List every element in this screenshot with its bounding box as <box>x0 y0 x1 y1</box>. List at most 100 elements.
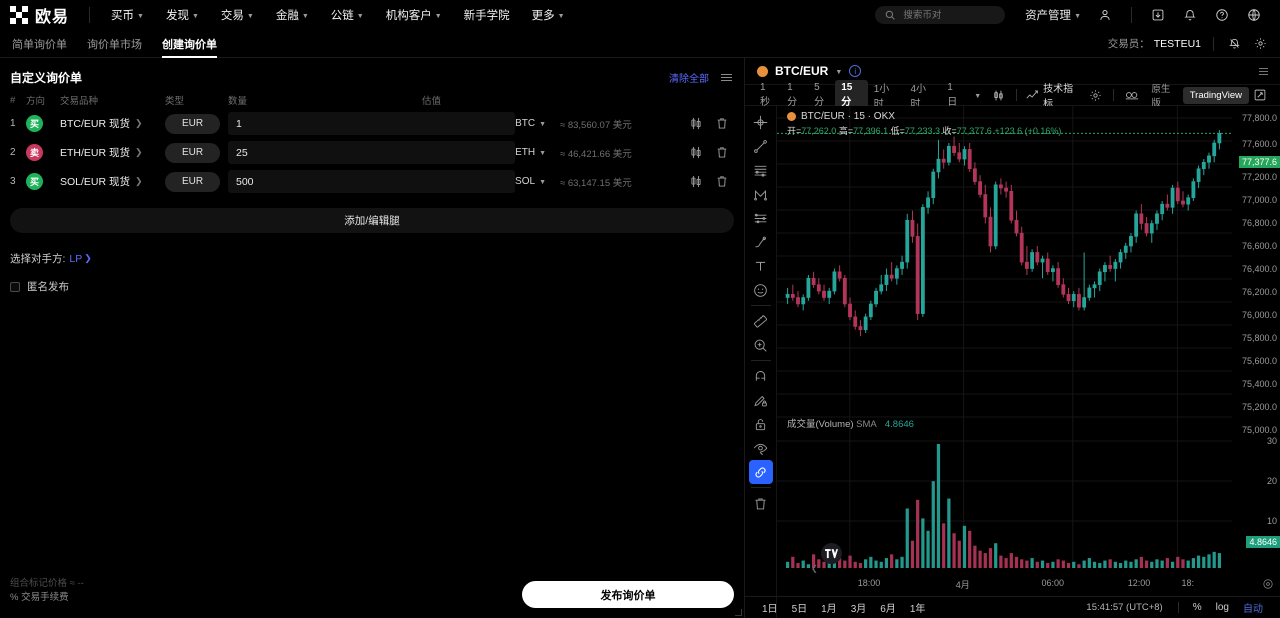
timeframe-15m[interactable]: 15分 <box>835 80 868 110</box>
anonymous-checkbox[interactable] <box>10 281 20 292</box>
menu-icon[interactable] <box>719 72 734 83</box>
publish-rfq-button[interactable]: 发布询价单 <box>522 581 734 608</box>
candlestick-chart-icon[interactable] <box>690 175 702 188</box>
counterparty-selector[interactable]: LP ❯ <box>69 253 91 265</box>
language-button[interactable] <box>1238 7 1270 23</box>
price-axis[interactable]: 77,800.0 77,600.0 77,377.6 77,200.0 77,0… <box>1232 106 1280 618</box>
direction-badge-sell[interactable]: 卖 <box>26 144 43 161</box>
scroll-left-icon[interactable]: ❮ <box>811 564 818 573</box>
row-direction[interactable]: 买 <box>26 115 60 132</box>
range-3mo[interactable]: 3月 <box>850 604 867 615</box>
chart-type-icon[interactable] <box>987 89 1010 102</box>
delete-row-icon[interactable] <box>716 117 728 130</box>
nav-item-chain[interactable]: 公链 ▼ <box>320 7 375 23</box>
magnet-icon[interactable] <box>749 364 773 388</box>
log-scale-button[interactable]: log <box>1215 602 1229 613</box>
table-row[interactable]: 2 卖 ETH/EUR 现货 ❯ EUR ETH <box>10 138 734 167</box>
quantity-input[interactable] <box>234 145 510 160</box>
quantity-input[interactable] <box>234 174 510 189</box>
nav-item-finance[interactable]: 金融 ▼ <box>265 7 320 23</box>
text-icon[interactable] <box>749 254 773 278</box>
price-axis-settings-icon[interactable] <box>1262 578 1274 590</box>
user-account-button[interactable] <box>1089 7 1121 23</box>
row-symbol-selector[interactable]: SOL/EUR 现货 ❯ <box>60 174 165 189</box>
eye-hide-icon[interactable] <box>749 436 773 460</box>
row-direction[interactable]: 买 <box>26 173 60 190</box>
type-pill[interactable]: EUR <box>165 171 220 192</box>
row-unit-selector[interactable]: ETH ▼ <box>515 147 554 158</box>
direction-badge-buy[interactable]: 买 <box>26 173 43 190</box>
row-quantity-field[interactable] <box>228 112 516 135</box>
type-pill[interactable]: EUR <box>165 142 220 163</box>
delete-row-icon[interactable] <box>716 175 728 188</box>
range-5d[interactable]: 5日 <box>791 604 808 615</box>
table-row[interactable]: 1 买 BTC/EUR 现货 ❯ EUR BTC <box>10 109 734 138</box>
trendline-icon[interactable] <box>749 134 773 158</box>
ruler-icon[interactable] <box>749 309 773 333</box>
chevron-down-icon[interactable]: ▼ <box>835 68 843 76</box>
direction-badge-buy[interactable]: 买 <box>26 115 43 132</box>
nav-item-institutional[interactable]: 机构客户 ▼ <box>375 7 453 23</box>
resize-handle[interactable] <box>735 609 742 616</box>
brand-logo[interactable]: 欧易 <box>10 3 79 27</box>
candlestick-chart-icon[interactable] <box>690 146 702 159</box>
type-pill[interactable]: EUR <box>165 113 220 134</box>
trash-icon[interactable] <box>749 491 773 515</box>
notifications-button[interactable] <box>1174 7 1206 23</box>
chart-panel-menu-icon[interactable] <box>1259 67 1268 75</box>
chart-settings-icon[interactable] <box>1084 89 1107 102</box>
row-type[interactable]: EUR <box>165 171 228 192</box>
link-icon[interactable] <box>748 460 773 484</box>
table-row[interactable]: 3 买 SOL/EUR 现货 ❯ EUR SOL <box>10 167 734 196</box>
brush-icon[interactable] <box>749 230 773 254</box>
row-unit-selector[interactable]: SOL ▼ <box>515 176 554 187</box>
range-1mo[interactable]: 1月 <box>821 604 837 615</box>
chart-plot[interactable]: BTC/EUR · 15 · OKX 开=77,262.0 高=77,396.1… <box>777 106 1232 618</box>
range-6mo[interactable]: 6月 <box>880 604 896 615</box>
chart-area[interactable]: BTC/EUR · 15 · OKX 开=77,262.0 高=77,396.1… <box>745 106 1280 618</box>
compare-symbol-icon[interactable] <box>1120 89 1144 101</box>
candlestick-chart-icon[interactable] <box>690 117 702 130</box>
percent-scale-button[interactable]: % <box>1192 602 1202 613</box>
zoom-in-icon[interactable] <box>749 333 773 357</box>
help-button[interactable] <box>1206 7 1238 23</box>
timeframe-more-chevron-down-icon[interactable]: ▼ <box>974 92 982 100</box>
nav-item-academy[interactable]: 新手学院 <box>453 7 521 23</box>
search-box[interactable] <box>875 6 1006 24</box>
pitchfork-icon[interactable] <box>749 206 773 230</box>
row-direction[interactable]: 卖 <box>26 144 60 161</box>
timeframe-4h[interactable]: 4小时 <box>910 84 926 110</box>
lock-icon[interactable] <box>749 412 773 436</box>
add-edit-leg-button[interactable]: 添加/编辑腿 <box>10 208 734 233</box>
timeframe-1h[interactable]: 1小时 <box>873 84 890 110</box>
search-input[interactable] <box>901 8 998 22</box>
nav-item-more[interactable]: 更多 ▼ <box>521 7 576 23</box>
timeframe-5m[interactable]: 5分 <box>814 82 825 108</box>
fib-retracement-icon[interactable] <box>749 182 773 206</box>
tab-rfq-market[interactable]: 询价单市场 <box>87 30 142 58</box>
tab-simple-rfq[interactable]: 简单询价单 <box>12 30 67 58</box>
row-unit-selector[interactable]: BTC ▼ <box>515 118 554 129</box>
bell-off-icon[interactable] <box>1226 36 1242 52</box>
crosshair-icon[interactable] <box>749 110 773 134</box>
tradingview-logo-icon[interactable] <box>821 543 842 564</box>
emoji-icon[interactable] <box>749 278 773 302</box>
row-symbol-selector[interactable]: BTC/EUR 现货 ❯ <box>60 116 165 131</box>
nav-item-trade[interactable]: 交易 ▼ <box>210 7 265 23</box>
fullscreen-icon[interactable] <box>1249 89 1271 101</box>
assets-management-menu[interactable]: 资产管理 ▼ <box>1017 7 1089 23</box>
timeframe-1s[interactable]: 1秒 <box>760 82 770 108</box>
quantity-input[interactable] <box>234 116 510 131</box>
row-type[interactable]: EUR <box>165 113 228 134</box>
delete-row-icon[interactable] <box>716 146 728 159</box>
view-native-button[interactable]: 原生版 <box>1151 84 1171 109</box>
row-symbol-selector[interactable]: ETH/EUR 现货 ❯ <box>60 145 165 160</box>
anonymous-publish-toggle[interactable]: 匿名发布 <box>10 279 734 294</box>
tab-create-rfq[interactable]: 创建询价单 <box>162 30 217 58</box>
row-quantity-field[interactable] <box>228 170 516 193</box>
nav-item-discover[interactable]: 发现 ▼ <box>155 7 210 23</box>
info-icon[interactable]: i <box>849 65 862 77</box>
clear-all-button[interactable]: 清除全部 <box>669 73 709 85</box>
timeframe-1d[interactable]: 1日 <box>947 82 958 108</box>
settings-icon[interactable] <box>1252 36 1268 52</box>
